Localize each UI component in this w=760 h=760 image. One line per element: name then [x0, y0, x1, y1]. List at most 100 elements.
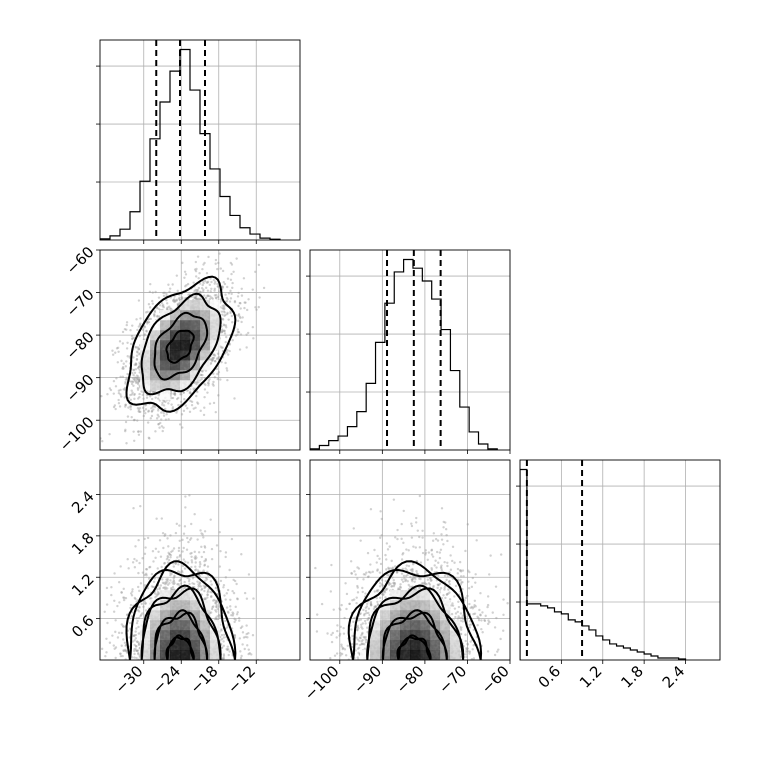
sample-point	[226, 626, 229, 629]
sample-point	[244, 635, 247, 639]
sample-point	[174, 531, 178, 535]
sample-point	[138, 407, 142, 410]
contour-level	[125, 275, 237, 413]
density-cell	[180, 310, 191, 321]
sample-point	[252, 597, 255, 600]
sample-point	[195, 267, 198, 271]
sample-point	[188, 410, 192, 414]
sample-point	[131, 337, 134, 340]
sample-point	[145, 568, 149, 571]
sample-point	[150, 585, 154, 588]
sample-point	[112, 610, 116, 613]
sample-point	[224, 340, 227, 344]
sample-point	[190, 400, 194, 404]
sample-point	[161, 531, 165, 535]
histogram-bin	[220, 196, 230, 240]
sample-point	[137, 652, 140, 656]
sample-point	[155, 417, 159, 420]
sample-point	[210, 595, 213, 598]
sample-point	[204, 579, 207, 582]
sample-point	[137, 377, 141, 381]
sample-point	[140, 602, 143, 606]
sample-point	[226, 312, 229, 316]
sample-point	[229, 278, 233, 281]
sample-point	[162, 586, 165, 590]
sample-point	[153, 405, 157, 409]
sample-point	[230, 614, 233, 617]
sample-point	[141, 406, 145, 410]
sample-point	[183, 580, 186, 584]
histogram-bin	[170, 71, 180, 240]
sample-point	[172, 298, 176, 301]
sample-point	[222, 586, 225, 589]
histogram-bin	[541, 606, 548, 660]
sample-point	[125, 651, 129, 654]
density-cell	[170, 350, 181, 361]
sample-point	[199, 529, 202, 532]
sample-point	[230, 272, 233, 276]
sample-point	[154, 592, 157, 596]
sample-point	[198, 584, 201, 587]
sample-point	[212, 401, 216, 405]
sample-point	[183, 525, 187, 528]
sample-point	[132, 373, 135, 377]
sample-point	[164, 581, 167, 584]
sample-point	[146, 421, 150, 424]
sample-point	[142, 414, 145, 418]
sample-point	[121, 654, 124, 658]
sample-point	[221, 318, 225, 321]
sample-point	[174, 300, 177, 303]
sample-point	[137, 616, 141, 620]
sample-point	[194, 568, 198, 571]
sample-point	[122, 367, 125, 370]
sample-point	[131, 588, 134, 591]
sample-point	[133, 652, 136, 656]
sample-point	[165, 307, 169, 310]
sample-point	[224, 324, 228, 327]
sample-point	[215, 599, 219, 603]
sample-point	[137, 625, 140, 629]
sample-point	[123, 386, 127, 390]
sample-point	[204, 296, 208, 300]
histogram-panel-0	[96, 39, 301, 244]
sample-point	[211, 358, 214, 362]
sample-point	[211, 356, 215, 360]
sample-point	[163, 562, 166, 565]
sample-point	[135, 378, 139, 381]
density-cell	[140, 350, 151, 361]
sample-point	[200, 588, 203, 592]
sample-point	[212, 353, 215, 356]
sample-point	[130, 382, 134, 386]
sample-point	[105, 586, 109, 590]
sample-point	[193, 513, 196, 516]
sample-point	[193, 296, 196, 299]
density-cell	[180, 380, 191, 391]
sample-point	[192, 575, 195, 579]
sample-point	[211, 606, 214, 609]
sample-point	[172, 392, 175, 396]
sample-point	[134, 644, 138, 648]
sample-point	[132, 634, 135, 638]
sample-point	[129, 380, 133, 383]
sample-point	[225, 606, 229, 609]
density-cell	[210, 320, 221, 331]
sample-point	[214, 601, 217, 605]
sample-point	[167, 283, 170, 286]
sample-point	[146, 536, 150, 540]
sample-point	[179, 578, 182, 581]
density-cell	[180, 320, 191, 331]
density-cell	[150, 610, 161, 621]
sample-point	[121, 375, 125, 379]
sample-point	[251, 634, 255, 637]
sample-point	[125, 360, 128, 363]
sample-point	[204, 557, 207, 561]
sample-point	[194, 288, 197, 292]
sample-point	[94, 451, 96, 453]
sample-point	[162, 291, 165, 295]
sample-point	[124, 596, 128, 600]
sample-point	[139, 322, 142, 325]
sample-point	[163, 561, 166, 565]
sample-point	[342, 646, 345, 650]
sample-point	[154, 596, 157, 599]
density-cell	[200, 600, 211, 611]
